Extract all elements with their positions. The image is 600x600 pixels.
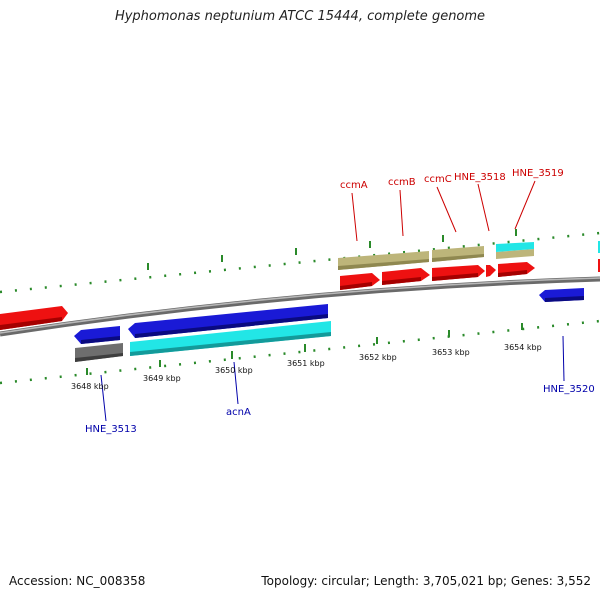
- reverse-gene-labels: HNE_3513 acnA HNE_3520: [85, 384, 595, 435]
- reverse-label-leaders: [100, 335, 565, 422]
- scale-label: 3649 kbp: [143, 374, 181, 383]
- gene-label-HNE-3513: HNE_3513: [85, 424, 137, 435]
- gene-label-ccmA: ccmA: [340, 180, 368, 191]
- forward-cds-track[interactable]: [0, 259, 600, 330]
- scale-labels: 3648 kbp 3649 kbp 3650 kbp 3651 kbp 3652…: [71, 343, 542, 391]
- forward-gene-labels: ccmA ccmB ccmC HNE_3518 HNE_3519: [340, 168, 564, 191]
- genome-summary: Topology: circular; Length: 3,705,021 bp…: [261, 574, 591, 588]
- gene-label-HNE-3520: HNE_3520: [543, 384, 595, 395]
- gene-label-HNE-3518: HNE_3518: [454, 172, 506, 183]
- gene-label-acnA: acnA: [226, 407, 251, 418]
- gene-label-ccmC: ccmC: [424, 174, 452, 185]
- genome-backbone: [0, 276, 600, 337]
- scale-label: 3654 kbp: [504, 343, 542, 352]
- gene-label-HNE-3519: HNE_3519: [512, 168, 564, 179]
- inner-tick-ring: [0, 319, 600, 385]
- scale-label: 3650 kbp: [215, 366, 253, 375]
- map-title: Hyphomonas neptunium ATCC 15444, complet…: [114, 9, 486, 24]
- scale-label: 3651 kbp: [287, 359, 325, 368]
- cog-forward-track[interactable]: [338, 241, 600, 270]
- accession-label: Accession: NC_008358: [9, 574, 146, 588]
- forward-label-leaders: [351, 180, 536, 242]
- cog-reverse-track[interactable]: [75, 321, 331, 362]
- reverse-cds-track[interactable]: [74, 288, 584, 344]
- gene-label-ccmB: ccmB: [388, 177, 416, 188]
- scale-label: 3653 kbp: [432, 348, 470, 357]
- outer-tick-ring: [0, 229, 600, 294]
- scale-label: 3652 kbp: [359, 353, 397, 362]
- scale-label: 3648 kbp: [71, 382, 109, 391]
